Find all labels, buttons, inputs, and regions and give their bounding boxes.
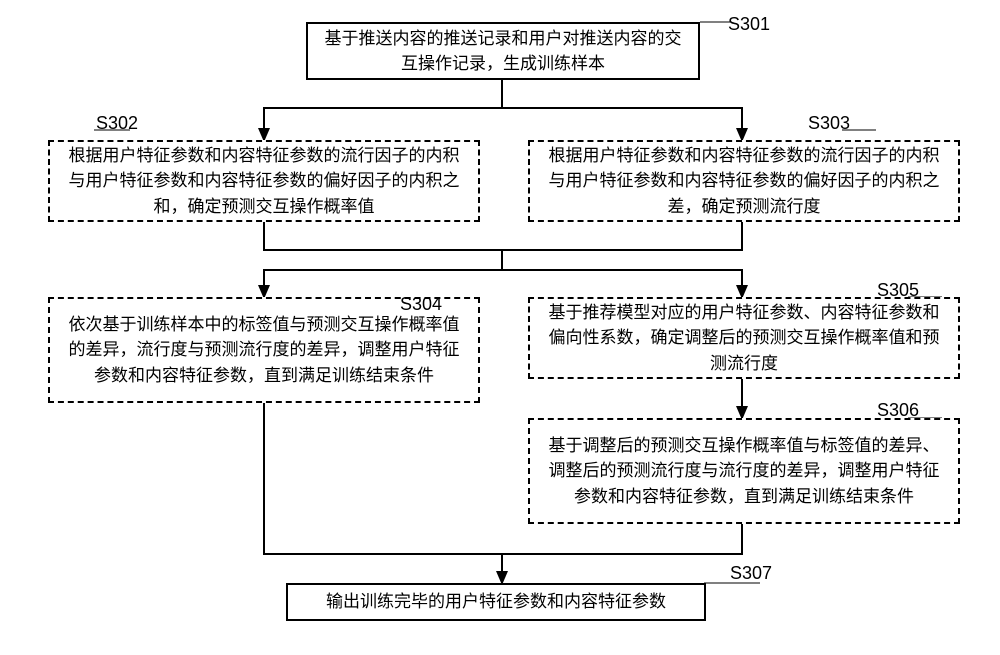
node-text: 根据用户特征参数和内容特征参数的流行因子的内积与用户特征参数和内容特征参数的偏好… xyxy=(542,143,946,220)
label-s307: S307 xyxy=(730,563,772,584)
node-s302: 根据用户特征参数和内容特征参数的流行因子的内积与用户特征参数和内容特征参数的偏好… xyxy=(48,140,480,222)
label-s305: S305 xyxy=(877,280,919,301)
node-text: 根据用户特征参数和内容特征参数的流行因子的内积与用户特征参数和内容特征参数的偏好… xyxy=(62,143,466,220)
node-s303: 根据用户特征参数和内容特征参数的流行因子的内积与用户特征参数和内容特征参数的偏好… xyxy=(528,140,960,222)
label-s302: S302 xyxy=(96,113,138,134)
node-text: 依次基于训练样本中的标签值与预测交互操作概率值的差异，流行度与预测流行度的差异，… xyxy=(62,312,466,389)
node-text: 基于推荐模型对应的用户特征参数、内容特征参数和偏向性系数，确定调整后的预测交互操… xyxy=(542,300,946,377)
label-s303: S303 xyxy=(808,113,850,134)
node-s306: 基于调整后的预测交互操作概率值与标签值的差异、调整后的预测流行度与流行度的差异，… xyxy=(528,418,960,524)
node-s305: 基于推荐模型对应的用户特征参数、内容特征参数和偏向性系数，确定调整后的预测交互操… xyxy=(528,297,960,379)
node-text: 输出训练完毕的用户特征参数和内容特征参数 xyxy=(326,589,666,615)
node-text: 基于推送内容的推送记录和用户对推送内容的交互操作记录，生成训练样本 xyxy=(320,26,686,77)
label-s304: S304 xyxy=(400,294,442,315)
node-s301: 基于推送内容的推送记录和用户对推送内容的交互操作记录，生成训练样本 xyxy=(306,22,700,80)
flowchart-canvas: 基于推送内容的推送记录和用户对推送内容的交互操作记录，生成训练样本 S301 根… xyxy=(0,0,1000,655)
label-s306: S306 xyxy=(877,400,919,421)
label-s301: S301 xyxy=(728,14,770,35)
node-text: 基于调整后的预测交互操作概率值与标签值的差异、调整后的预测流行度与流行度的差异，… xyxy=(542,433,946,510)
node-s307: 输出训练完毕的用户特征参数和内容特征参数 xyxy=(286,583,706,621)
